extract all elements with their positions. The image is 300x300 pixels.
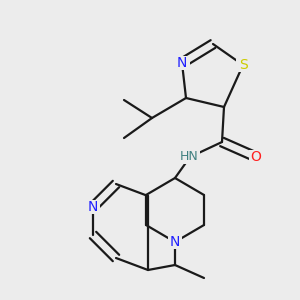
FancyBboxPatch shape [178,150,200,164]
Text: N: N [177,56,187,70]
FancyBboxPatch shape [249,150,263,164]
FancyBboxPatch shape [236,58,250,72]
Text: N: N [88,200,98,214]
Text: S: S [238,58,247,72]
FancyBboxPatch shape [175,56,190,70]
Text: HN: HN [180,151,198,164]
FancyBboxPatch shape [168,235,182,249]
Text: O: O [250,150,261,164]
Text: N: N [170,235,180,249]
FancyBboxPatch shape [86,200,100,214]
